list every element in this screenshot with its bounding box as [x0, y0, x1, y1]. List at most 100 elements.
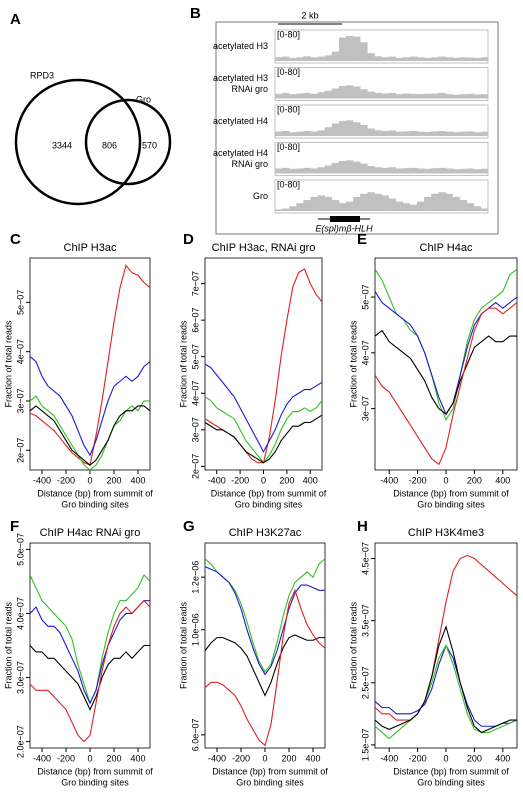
coverage-bar: [395, 57, 404, 61]
coverage-bar: [438, 56, 446, 61]
y-tick-label: 1.2e−06: [190, 561, 200, 594]
track-name: RNAi gro: [231, 84, 268, 94]
y-axis-label: Fraction of total reads: [348, 601, 358, 689]
x-tick-label: 0: [87, 753, 92, 763]
coverage-bar: [317, 130, 325, 136]
coverage-bar: [388, 167, 396, 174]
x-tick-label: 400: [303, 475, 318, 485]
x-axis-label: Gro binding sites: [417, 499, 485, 509]
coverage-bar: [360, 42, 368, 61]
set-label: RPD3: [30, 70, 54, 80]
x-tick-label: 400: [130, 475, 145, 485]
plot-frame: [204, 542, 326, 749]
track-frame: [274, 29, 489, 64]
y-tick-label: 5.0e−07: [15, 533, 25, 566]
coverage-bar: [473, 57, 482, 61]
coverage-bar: [303, 56, 311, 61]
coverage-bar: [402, 57, 411, 61]
x-axis-label: Gro binding sites: [235, 499, 303, 509]
x-tick-label: -200: [409, 475, 427, 485]
coverage-bar: [480, 168, 489, 174]
series-line: [374, 268, 518, 421]
y-tick-label: 3e−07: [190, 417, 200, 442]
coverage-bar: [331, 51, 340, 61]
x-axis-label: Distance (bp) from summit of: [212, 766, 328, 776]
chart-title: ChIP H3ac: [64, 242, 117, 254]
coverage-bar: [367, 128, 375, 136]
x-axis-label: Distance (bp) from summit of: [393, 488, 509, 498]
coverage-bar: [409, 204, 418, 211]
coverage-bar: [473, 94, 482, 99]
coverage-bar: [424, 93, 432, 99]
series-line: [204, 363, 323, 453]
series-line: [29, 600, 150, 705]
x-tick-label: 400: [495, 753, 510, 763]
coverage-bar: [445, 94, 453, 99]
coverage-bar: [452, 57, 460, 61]
coverage-bar: [289, 57, 297, 61]
track-frame: [274, 179, 489, 214]
coverage-bar: [324, 165, 333, 174]
panel-letter: A: [10, 11, 21, 28]
gene-exon: [330, 216, 360, 222]
coverage-bar: [275, 209, 283, 211]
chart-title: ChIP H3ac, RNAi gro: [212, 242, 316, 254]
x-tick-label: -400: [33, 475, 51, 485]
coverage-bar: [452, 196, 460, 211]
coverage-bar: [438, 92, 446, 99]
coverage-bar: [374, 130, 382, 136]
coverage-bar: [317, 92, 325, 99]
y-axis-label: Fraction of total reads: [178, 320, 188, 408]
x-tick-label: 0: [443, 475, 448, 485]
series-line: [374, 644, 518, 727]
scale-label: 2 kb: [301, 10, 318, 20]
series-line: [29, 356, 151, 457]
chart-title: ChIP H4ac: [420, 242, 473, 254]
panel-letter: D: [183, 231, 194, 248]
chart-title: ChIP H3K27ac: [229, 527, 302, 539]
coverage-bar: [374, 193, 382, 211]
series-line: [29, 574, 151, 705]
coverage-bar: [346, 160, 354, 174]
y-tick-label: 2e−07: [15, 438, 25, 463]
coverage-bar: [338, 37, 347, 61]
coverage-bar: [395, 201, 404, 211]
x-tick-label: -400: [380, 753, 398, 763]
x-tick-label: -200: [409, 753, 427, 763]
y-tick-label: 1.0e−06: [190, 613, 200, 646]
track-range: [0-80]: [277, 104, 300, 114]
y-tick-label: 2.5e−07: [360, 666, 370, 699]
coverage-bar: [303, 131, 311, 136]
plot-frame: [374, 257, 518, 471]
panel-letter: B: [190, 5, 201, 22]
series-line: [374, 329, 517, 416]
coverage-bar: [374, 92, 382, 99]
coverage-bar: [331, 123, 340, 136]
coverage-bar: [424, 57, 432, 61]
series-line: [204, 558, 326, 673]
track-name: acetylated H3: [213, 73, 268, 83]
set-label: Gro: [136, 94, 151, 104]
coverage-bar: [417, 94, 425, 99]
y-tick-label: 1.5e−07: [360, 728, 370, 761]
coverage-bar: [424, 168, 432, 174]
coverage-bar: [424, 131, 432, 136]
set-circle: [84, 98, 172, 186]
coverage-bar: [388, 198, 396, 211]
coverage-bar: [459, 200, 467, 211]
coverage-bar: [480, 94, 489, 99]
panel-frame: [215, 21, 499, 235]
coverage-bar: [296, 131, 304, 136]
coverage-bar: [338, 203, 347, 211]
coverage-bar: [452, 94, 460, 99]
coverage-bar: [388, 92, 396, 99]
series-line: [29, 395, 150, 471]
panel-letter: C: [10, 231, 21, 248]
series-line: [29, 264, 151, 466]
set-circle: [14, 78, 142, 206]
coverage-bar: [324, 196, 333, 211]
coverage-bar: [296, 168, 304, 174]
coverage-bar: [480, 57, 489, 61]
x-axis-label: Gro binding sites: [61, 777, 129, 787]
gene-label: E(spl)mβ-HLH: [315, 223, 373, 233]
